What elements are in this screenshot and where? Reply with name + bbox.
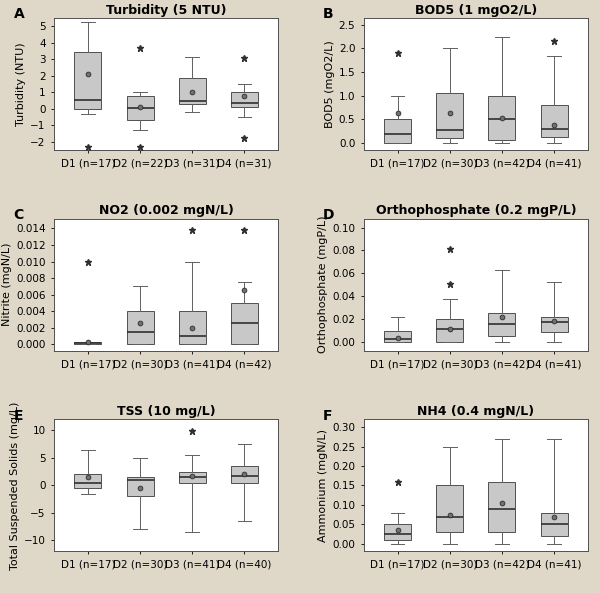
Title: BOD5 (1 mgO2/L): BOD5 (1 mgO2/L): [415, 4, 537, 17]
Y-axis label: Nitrite (mgN/L): Nitrite (mgN/L): [2, 243, 12, 326]
Y-axis label: Turbidity (NTU): Turbidity (NTU): [16, 42, 26, 126]
Text: C: C: [14, 208, 24, 222]
PathPatch shape: [127, 96, 154, 120]
PathPatch shape: [127, 311, 154, 344]
PathPatch shape: [74, 52, 101, 109]
Text: D: D: [323, 208, 335, 222]
PathPatch shape: [231, 466, 258, 483]
Text: F: F: [323, 409, 333, 423]
Y-axis label: BOD5 (mgO2/L): BOD5 (mgO2/L): [325, 40, 335, 127]
PathPatch shape: [179, 78, 206, 104]
Title: Turbidity (5 NTU): Turbidity (5 NTU): [106, 4, 226, 17]
PathPatch shape: [488, 482, 515, 532]
Y-axis label: Total Suspended Solids (mg/L): Total Suspended Solids (mg/L): [10, 401, 20, 570]
PathPatch shape: [384, 331, 411, 342]
PathPatch shape: [179, 471, 206, 483]
Text: E: E: [14, 409, 23, 423]
PathPatch shape: [436, 93, 463, 138]
Title: Orthophosphate (0.2 mgP/L): Orthophosphate (0.2 mgP/L): [376, 205, 576, 218]
PathPatch shape: [541, 317, 568, 333]
PathPatch shape: [127, 477, 154, 496]
Y-axis label: Orthophosphate (mgP/L): Orthophosphate (mgP/L): [318, 216, 328, 353]
PathPatch shape: [74, 474, 101, 488]
Title: NH4 (0.4 mgN/L): NH4 (0.4 mgN/L): [417, 405, 535, 418]
Title: TSS (10 mg/L): TSS (10 mg/L): [117, 405, 215, 418]
PathPatch shape: [488, 95, 515, 141]
PathPatch shape: [384, 119, 411, 143]
PathPatch shape: [541, 105, 568, 137]
PathPatch shape: [179, 311, 206, 344]
PathPatch shape: [436, 486, 463, 532]
PathPatch shape: [541, 512, 568, 536]
PathPatch shape: [384, 524, 411, 540]
PathPatch shape: [231, 303, 258, 344]
Text: B: B: [323, 7, 334, 21]
PathPatch shape: [488, 313, 515, 336]
PathPatch shape: [74, 342, 101, 344]
Text: A: A: [14, 7, 25, 21]
PathPatch shape: [231, 92, 258, 107]
PathPatch shape: [436, 319, 463, 342]
Y-axis label: Ammonium (mgN/L): Ammonium (mgN/L): [318, 429, 328, 542]
Title: NO2 (0.002 mgN/L): NO2 (0.002 mgN/L): [99, 205, 233, 218]
